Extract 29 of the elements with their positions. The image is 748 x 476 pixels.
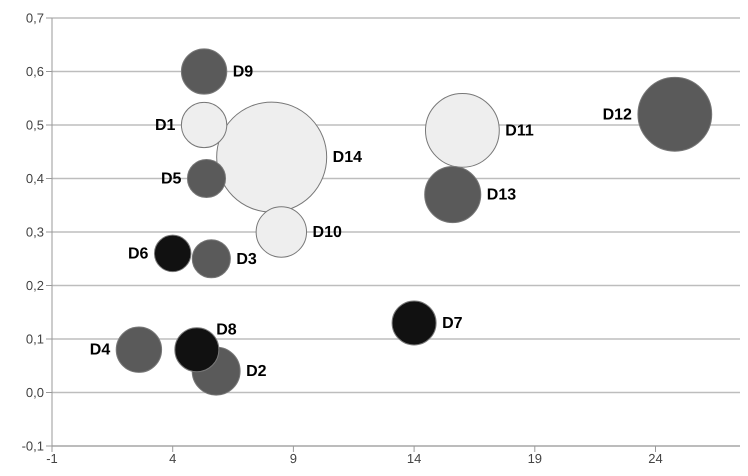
x-tick-label: 19 xyxy=(528,451,542,466)
series-label: D2 xyxy=(246,363,267,380)
series-label: D3 xyxy=(236,250,257,268)
series-label: D5 xyxy=(160,170,182,188)
series-label: D7 xyxy=(442,314,463,332)
y-tick-label: 0,6 xyxy=(26,64,44,80)
x-tick-label: 9 xyxy=(290,451,298,466)
y-tick-label: 0,3 xyxy=(26,224,44,240)
y-tick-label: 0,4 xyxy=(26,171,44,186)
x-tick-label: 24 xyxy=(648,451,663,466)
y-tick-label: -0,1 xyxy=(22,438,44,454)
series-label: D10 xyxy=(312,224,342,241)
x-tick-label: -1 xyxy=(46,451,58,466)
series-label: D4 xyxy=(90,342,110,359)
series-label: D1 xyxy=(154,117,176,134)
x-tick-label: 14 xyxy=(406,451,422,466)
y-tick-label: 0,1 xyxy=(26,332,44,347)
series-label: D9 xyxy=(232,64,254,80)
series-label: D11 xyxy=(505,122,534,140)
series-label: D6 xyxy=(128,245,149,262)
series-label: D8 xyxy=(216,321,237,338)
y-tick-label: 0,5 xyxy=(26,118,44,133)
y-tick-label: 0,2 xyxy=(26,278,44,294)
series-label: D12 xyxy=(602,106,632,124)
y-tick-label: 0,7 xyxy=(26,10,44,26)
series-label: D13 xyxy=(486,186,516,204)
y-tick-label: 0,0 xyxy=(26,385,44,400)
series-label: D14 xyxy=(332,149,362,166)
x-tick-label: 4 xyxy=(169,451,176,466)
